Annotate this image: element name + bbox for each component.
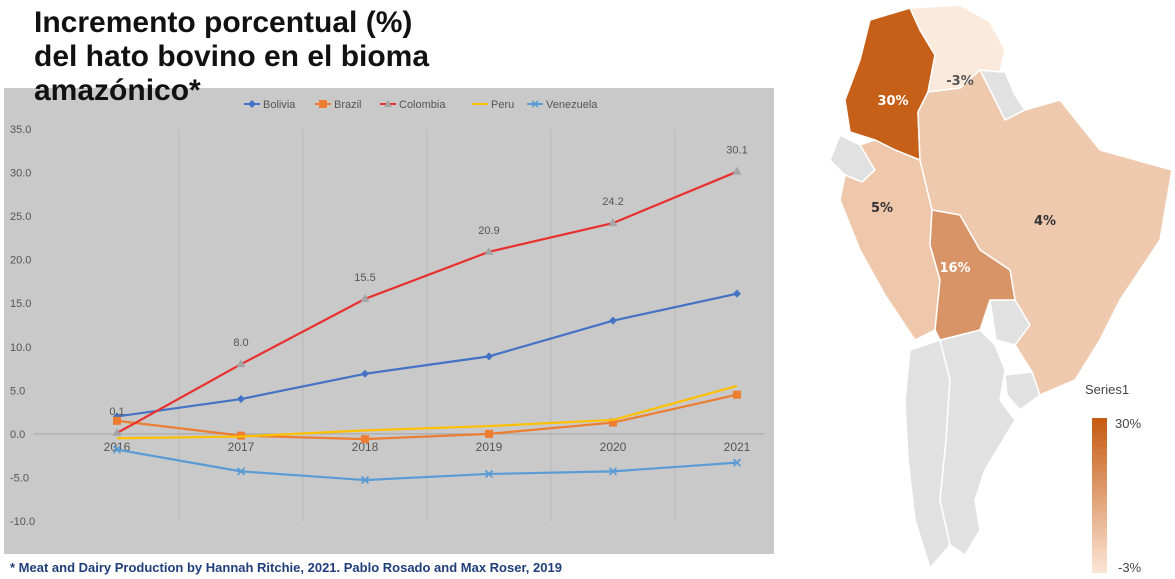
map-region-chile — [904, 339, 951, 570]
legend-marker-colombia — [384, 100, 392, 107]
data-point-brazil — [361, 435, 369, 444]
data-label-colombia: 15.5 — [354, 272, 375, 284]
y-tick-label: 0.0 — [10, 429, 25, 441]
series-line-venezuela — [116, 448, 738, 482]
x-tick-label: 2019 — [476, 440, 503, 454]
y-tick-label: 10.0 — [10, 342, 31, 354]
y-tick-label: 25.0 — [10, 211, 31, 223]
data-point-brazil — [113, 416, 121, 425]
legend-marker-venezuela — [531, 100, 539, 108]
y-tick-label: 5.0 — [10, 385, 25, 397]
chart-legend: Bolivia Brazil Colombia Peru Venezuela — [244, 99, 598, 111]
series-line-peru — [116, 384, 738, 440]
data-point-bolivia — [361, 369, 369, 378]
data-point-venezuela — [112, 445, 122, 454]
choropleth-map: 30% -3% 5% 4% 16% Series1 30% -3% — [800, 0, 1175, 579]
map-legend-max-label: 30% — [1115, 416, 1141, 431]
y-tick-label: -5.0 — [10, 472, 29, 484]
legend-label-bolivia: Bolivia — [263, 99, 296, 111]
x-tick-label: 2018 — [352, 440, 379, 454]
map-region-argentina — [939, 329, 1016, 557]
data-label-colombia: 24.2 — [602, 196, 623, 208]
data-point-brazil — [609, 418, 617, 427]
series-line-brazil — [116, 393, 738, 441]
data-point-colombia — [484, 246, 494, 255]
series-line-colombia — [116, 170, 738, 434]
data-label-colombia: 8.0 — [233, 337, 248, 349]
data-point-brazil — [733, 390, 741, 399]
plot-area-background — [4, 88, 774, 554]
source-footnote: * Meat and Dairy Production by Hannah Ri… — [10, 560, 562, 575]
map-label-peru: 5% — [871, 201, 893, 216]
data-point-bolivia — [237, 395, 245, 404]
data-point-venezuela — [732, 458, 742, 467]
x-tick-label: 2020 — [600, 440, 627, 454]
y-tick-label: -10.0 — [10, 516, 35, 528]
data-point-colombia — [112, 428, 122, 437]
data-label-colombia: 0.1 — [109, 406, 124, 418]
data-point-colombia — [732, 166, 742, 175]
line-chart: 35.0 30.0 25.0 20.0 15.0 10.0 5.0 0.0 -5.0 -10.0 2… — [4, 88, 774, 554]
map-legend-title: Series1 — [1085, 382, 1129, 397]
line-chart-svg: 35.0 30.0 25.0 20.0 15.0 10.0 5.0 0.0 -5.0 -10.0 2… — [4, 88, 774, 554]
data-point-colombia — [608, 218, 618, 227]
data-point-bolivia — [733, 289, 741, 298]
map-legend-min-label: -3% — [1118, 560, 1142, 575]
data-point-venezuela — [608, 467, 618, 476]
x-tick-label: 2021 — [724, 440, 751, 454]
map-region-bolivia — [929, 209, 1016, 341]
choropleth-map-svg: 30% -3% 5% 4% 16% Series1 30% -3% — [829, 4, 1173, 575]
data-point-venezuela — [360, 475, 370, 485]
data-point-bolivia — [609, 316, 617, 325]
y-tick-label: 20.0 — [10, 255, 31, 267]
legend-label-colombia: Colombia — [399, 99, 446, 111]
map-legend-color-scale — [1092, 418, 1107, 573]
legend-marker-brazil — [319, 100, 327, 108]
series-line-bolivia — [116, 292, 738, 418]
x-tick-label: 2017 — [228, 440, 255, 454]
map-label-bolivia: 16% — [939, 261, 970, 276]
data-point-venezuela — [236, 467, 246, 476]
data-point-colombia — [236, 359, 246, 368]
data-point-bolivia — [485, 352, 493, 361]
legend-label-brazil: Brazil — [334, 99, 362, 111]
map-label-venezuela: -3% — [946, 74, 973, 89]
legend-label-peru: Peru — [491, 99, 514, 111]
map-region-uruguay — [1004, 371, 1041, 412]
map-label-colombia: 30% — [877, 94, 908, 109]
map-label-brazil: 4% — [1034, 214, 1056, 229]
y-tick-label: 35.0 — [10, 124, 31, 136]
legend-marker-bolivia — [248, 100, 256, 108]
y-tick-label: 15.0 — [10, 298, 31, 310]
data-point-brazil — [485, 429, 493, 438]
y-tick-label: 30.0 — [10, 168, 31, 180]
data-point-colombia — [360, 293, 370, 302]
data-label-colombia: 20.9 — [478, 225, 499, 237]
legend-label-venezuela: Venezuela — [546, 99, 598, 111]
page-title: Incremento porcentual (%) del hato bovin… — [34, 6, 430, 107]
data-point-venezuela — [484, 469, 494, 479]
data-label-colombia: 30.1 — [726, 145, 747, 157]
